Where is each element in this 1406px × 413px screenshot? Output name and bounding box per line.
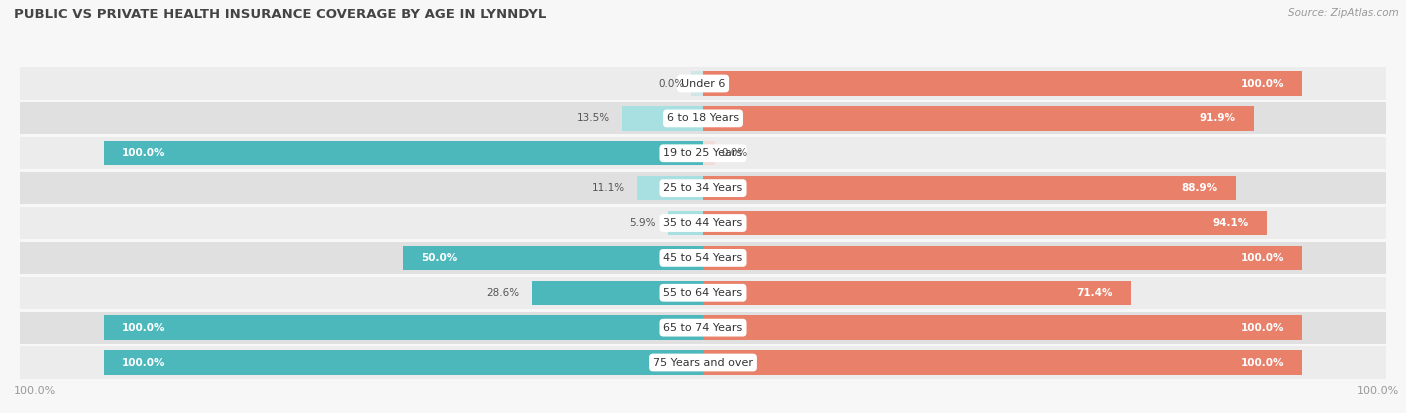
Bar (703, 71, 1302, 96)
Bar (531, 280, 703, 305)
Text: 28.6%: 28.6% (486, 288, 520, 298)
Text: PUBLIC VS PRIVATE HEALTH INSURANCE COVERAGE BY AGE IN LYNNDYL: PUBLIC VS PRIVATE HEALTH INSURANCE COVER… (14, 8, 547, 21)
Bar (703, 106, 1254, 131)
Bar (703, 246, 1302, 270)
Text: 35 to 44 Years: 35 to 44 Years (664, 218, 742, 228)
Text: 100.0%: 100.0% (1240, 323, 1284, 332)
Bar (404, 246, 703, 270)
Bar (20, 347, 1386, 379)
Text: 100.0%: 100.0% (122, 148, 166, 158)
Text: 5.9%: 5.9% (628, 218, 655, 228)
Text: 55 to 64 Years: 55 to 64 Years (664, 288, 742, 298)
Text: 100.0%: 100.0% (1240, 253, 1284, 263)
Text: 94.1%: 94.1% (1212, 218, 1249, 228)
Bar (703, 316, 1302, 340)
Text: 88.9%: 88.9% (1181, 183, 1218, 193)
Text: 65 to 74 Years: 65 to 74 Years (664, 323, 742, 332)
Bar (20, 67, 1386, 100)
Text: 25 to 34 Years: 25 to 34 Years (664, 183, 742, 193)
Bar (703, 176, 1236, 200)
Text: 75 Years and over: 75 Years and over (652, 358, 754, 368)
Text: Source: ZipAtlas.com: Source: ZipAtlas.com (1288, 8, 1399, 18)
Bar (668, 211, 703, 235)
Text: 100.0%: 100.0% (122, 358, 166, 368)
Text: 100.0%: 100.0% (1240, 358, 1284, 368)
Bar (20, 277, 1386, 309)
Bar (690, 71, 703, 96)
Text: 91.9%: 91.9% (1199, 114, 1236, 123)
Bar (703, 141, 716, 166)
Text: Under 6: Under 6 (681, 78, 725, 88)
Bar (104, 316, 703, 340)
Text: 100.0%: 100.0% (1357, 387, 1399, 396)
Text: 6 to 18 Years: 6 to 18 Years (666, 114, 740, 123)
Bar (20, 137, 1386, 169)
Bar (20, 207, 1386, 239)
Bar (703, 211, 1267, 235)
Text: 11.1%: 11.1% (592, 183, 624, 193)
Bar (703, 280, 1130, 305)
Text: 100.0%: 100.0% (1240, 78, 1284, 88)
Text: 100.0%: 100.0% (14, 387, 56, 396)
Bar (20, 242, 1386, 274)
Text: 13.5%: 13.5% (576, 114, 610, 123)
Bar (703, 350, 1302, 375)
Text: 0.0%: 0.0% (721, 148, 747, 158)
Bar (20, 172, 1386, 204)
Text: 50.0%: 50.0% (422, 253, 458, 263)
Bar (637, 176, 703, 200)
Text: 45 to 54 Years: 45 to 54 Years (664, 253, 742, 263)
Bar (20, 102, 1386, 135)
Text: 0.0%: 0.0% (659, 78, 685, 88)
Bar (20, 311, 1386, 344)
Bar (104, 350, 703, 375)
Bar (104, 141, 703, 166)
Text: 19 to 25 Years: 19 to 25 Years (664, 148, 742, 158)
Text: 71.4%: 71.4% (1076, 288, 1112, 298)
Text: 100.0%: 100.0% (122, 323, 166, 332)
Bar (621, 106, 703, 131)
